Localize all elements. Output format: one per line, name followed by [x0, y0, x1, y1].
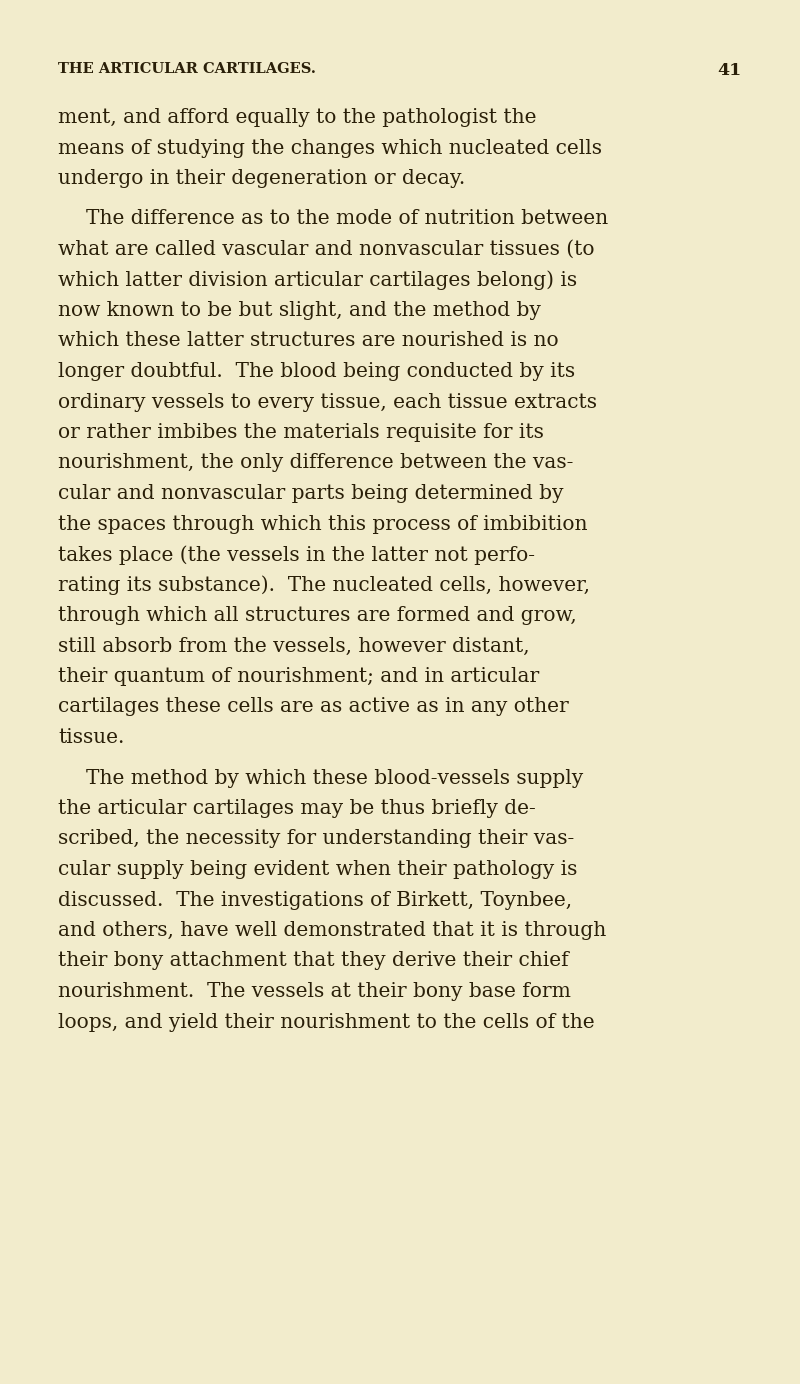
Text: loops, and yield their nourishment to the cells of the: loops, and yield their nourishment to th…: [58, 1013, 594, 1031]
Text: nourishment, the only difference between the vas-: nourishment, the only difference between…: [58, 454, 574, 472]
Text: THE ARTICULAR CARTILAGES.: THE ARTICULAR CARTILAGES.: [58, 62, 316, 76]
Text: longer doubtful.  The blood being conducted by its: longer doubtful. The blood being conduct…: [58, 363, 575, 381]
Text: still absorb from the vessels, however distant,: still absorb from the vessels, however d…: [58, 637, 530, 656]
Text: which these latter structures are nourished is no: which these latter structures are nouris…: [58, 332, 558, 350]
Text: The method by which these blood-vessels supply: The method by which these blood-vessels …: [86, 768, 583, 787]
Text: cular and nonvascular parts being determined by: cular and nonvascular parts being determ…: [58, 484, 563, 502]
Text: their quantum of nourishment; and in articular: their quantum of nourishment; and in art…: [58, 667, 539, 686]
Text: rating its substance).  The nucleated cells, however,: rating its substance). The nucleated cel…: [58, 576, 590, 595]
Text: their bony attachment that they derive their chief: their bony attachment that they derive t…: [58, 952, 569, 970]
Text: discussed.  The investigations of Birkett, Toynbee,: discussed. The investigations of Birkett…: [58, 890, 572, 909]
Text: cartilages these cells are as active as in any other: cartilages these cells are as active as …: [58, 698, 569, 717]
Text: ordinary vessels to every tissue, each tissue extracts: ordinary vessels to every tissue, each t…: [58, 393, 597, 411]
Text: the articular cartilages may be thus briefly de-: the articular cartilages may be thus bri…: [58, 799, 536, 818]
Text: now known to be but slight, and the method by: now known to be but slight, and the meth…: [58, 300, 541, 320]
Text: scribed, the necessity for understanding their vas-: scribed, the necessity for understanding…: [58, 829, 574, 848]
Text: what are called vascular and nonvascular tissues (to: what are called vascular and nonvascular…: [58, 239, 594, 259]
Text: takes place (the vessels in the latter not perfo-: takes place (the vessels in the latter n…: [58, 545, 535, 565]
Text: nourishment.  The vessels at their bony base form: nourishment. The vessels at their bony b…: [58, 983, 571, 1001]
Text: undergo in their degeneration or decay.: undergo in their degeneration or decay.: [58, 169, 466, 188]
Text: ment, and afford equally to the pathologist the: ment, and afford equally to the patholog…: [58, 108, 537, 127]
Text: The difference as to the mode of nutrition between: The difference as to the mode of nutriti…: [86, 209, 608, 228]
Text: or rather imbibes the materials requisite for its: or rather imbibes the materials requisit…: [58, 424, 544, 441]
Text: and others, have well demonstrated that it is through: and others, have well demonstrated that …: [58, 920, 606, 940]
Text: tissue.: tissue.: [58, 728, 124, 747]
Text: through which all structures are formed and grow,: through which all structures are formed …: [58, 606, 577, 626]
Text: cular supply being evident when their pathology is: cular supply being evident when their pa…: [58, 859, 578, 879]
Text: which latter division articular cartilages belong) is: which latter division articular cartilag…: [58, 270, 577, 291]
Text: 41: 41: [718, 62, 742, 79]
Text: means of studying the changes which nucleated cells: means of studying the changes which nucl…: [58, 138, 602, 158]
Text: the spaces through which this process of imbibition: the spaces through which this process of…: [58, 515, 587, 533]
